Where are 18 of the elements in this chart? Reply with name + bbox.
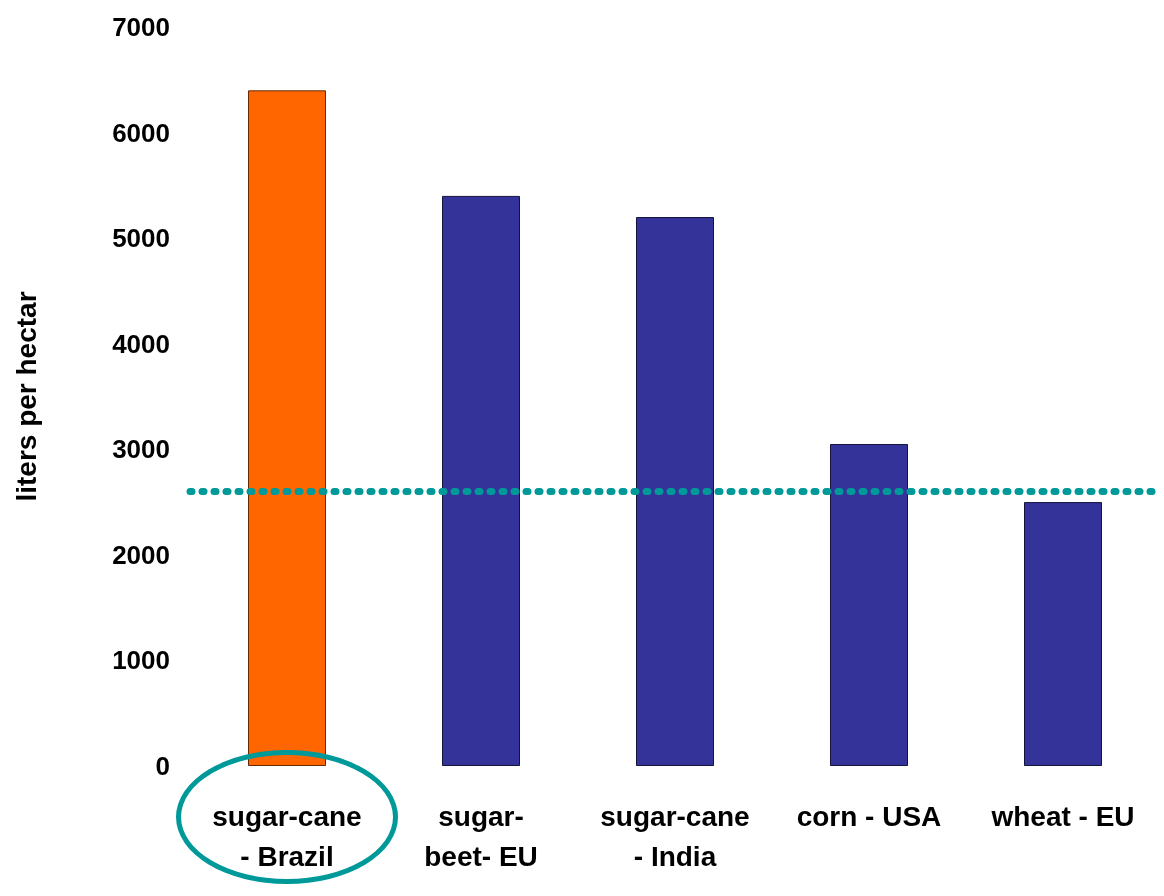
x-tick-label: sugar- beet- EU	[424, 800, 538, 872]
bar	[636, 217, 714, 766]
x-tick-label: wheat - EU	[990, 800, 1135, 832]
y-tick-label: 0	[155, 751, 170, 781]
x-tick-label: corn - USA	[796, 800, 942, 832]
bar	[442, 195, 520, 766]
bar	[1024, 502, 1102, 766]
x-tick-label: sugar-cane - India	[600, 800, 750, 872]
y-tick-label: 3000	[112, 434, 170, 465]
y-tick-label: 2000	[112, 539, 170, 570]
y-tick-label: 5000	[112, 223, 170, 254]
y-axis-title: liters per hectar	[10, 291, 42, 502]
y-tick-label: 6000	[112, 117, 170, 148]
bar	[830, 444, 908, 766]
y-tick-label: 7000	[112, 12, 170, 42]
y-tick-label: 4000	[112, 328, 170, 359]
x-tick-label: sugar-cane - Brazil	[212, 800, 362, 872]
y-tick-label: 1000	[112, 645, 170, 676]
